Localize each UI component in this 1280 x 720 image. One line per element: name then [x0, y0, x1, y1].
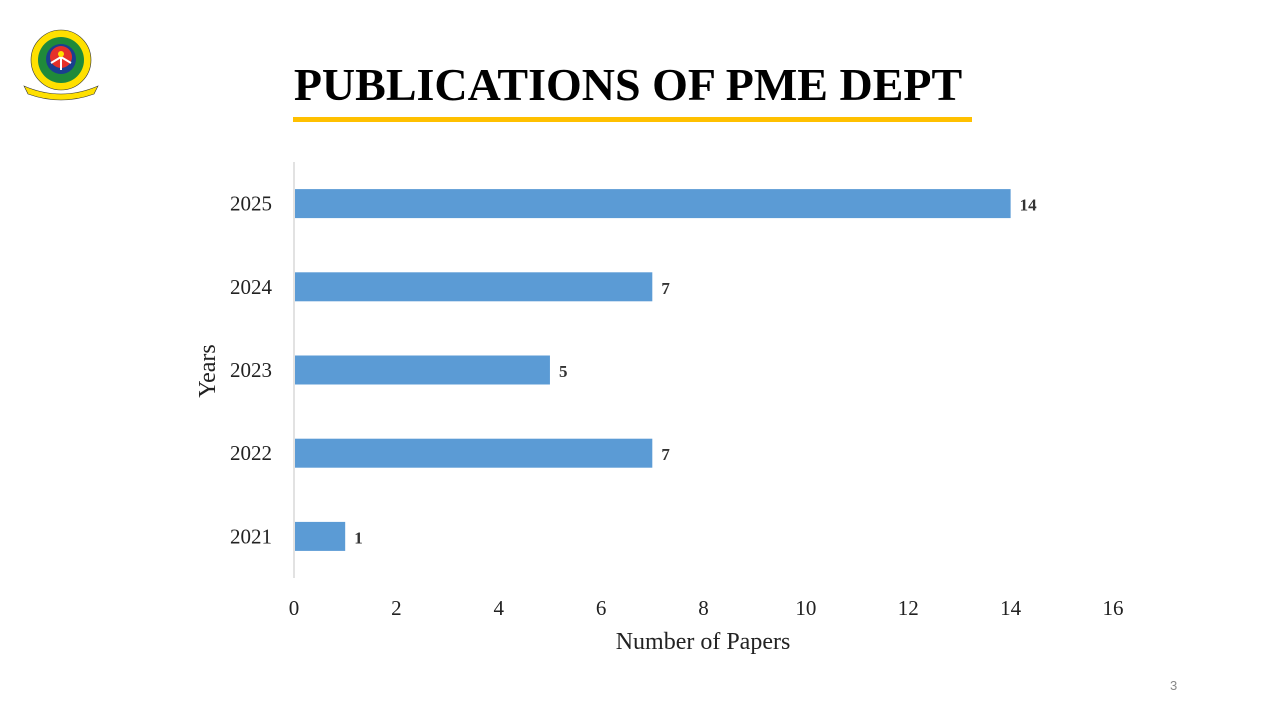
x-tick-label: 10	[795, 596, 816, 620]
bar-2021	[295, 521, 346, 551]
x-tick-label: 4	[494, 596, 505, 620]
y-tick-label: 2025	[230, 192, 272, 216]
y-axis-title: Years	[195, 344, 221, 398]
x-tick-label: 6	[596, 596, 607, 620]
bar-2024	[295, 272, 653, 302]
x-tick-label: 14	[1000, 596, 1022, 620]
y-tick-label: 2024	[230, 275, 273, 299]
bar-2025	[295, 189, 1011, 219]
slide-title: PUBLICATIONS OF PME DEPT	[293, 59, 963, 110]
mist-logo	[23, 29, 99, 101]
page-number: 3	[1170, 678, 1178, 693]
data-label: 7	[661, 279, 670, 298]
x-tick-label: 2	[391, 596, 402, 620]
x-axis-title: Number of Papers	[616, 629, 791, 655]
data-label: 7	[661, 445, 670, 464]
data-label: 14	[1020, 196, 1038, 215]
y-tick-label: 2021	[230, 524, 272, 548]
bar-2023	[295, 355, 550, 385]
y-tick-label: 2022	[230, 441, 272, 465]
x-tick-label: 12	[898, 596, 919, 620]
bar-2022	[295, 438, 653, 468]
data-label: 1	[354, 528, 363, 547]
x-tick-label: 8	[698, 596, 709, 620]
title-underline	[293, 117, 972, 122]
y-tick-label: 2023	[230, 358, 272, 382]
data-label: 5	[559, 362, 568, 381]
x-tick-label: 16	[1103, 596, 1124, 620]
x-tick-label: 0	[289, 596, 300, 620]
